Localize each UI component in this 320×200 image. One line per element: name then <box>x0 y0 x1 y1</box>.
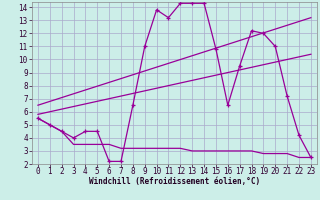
X-axis label: Windchill (Refroidissement éolien,°C): Windchill (Refroidissement éolien,°C) <box>89 177 260 186</box>
